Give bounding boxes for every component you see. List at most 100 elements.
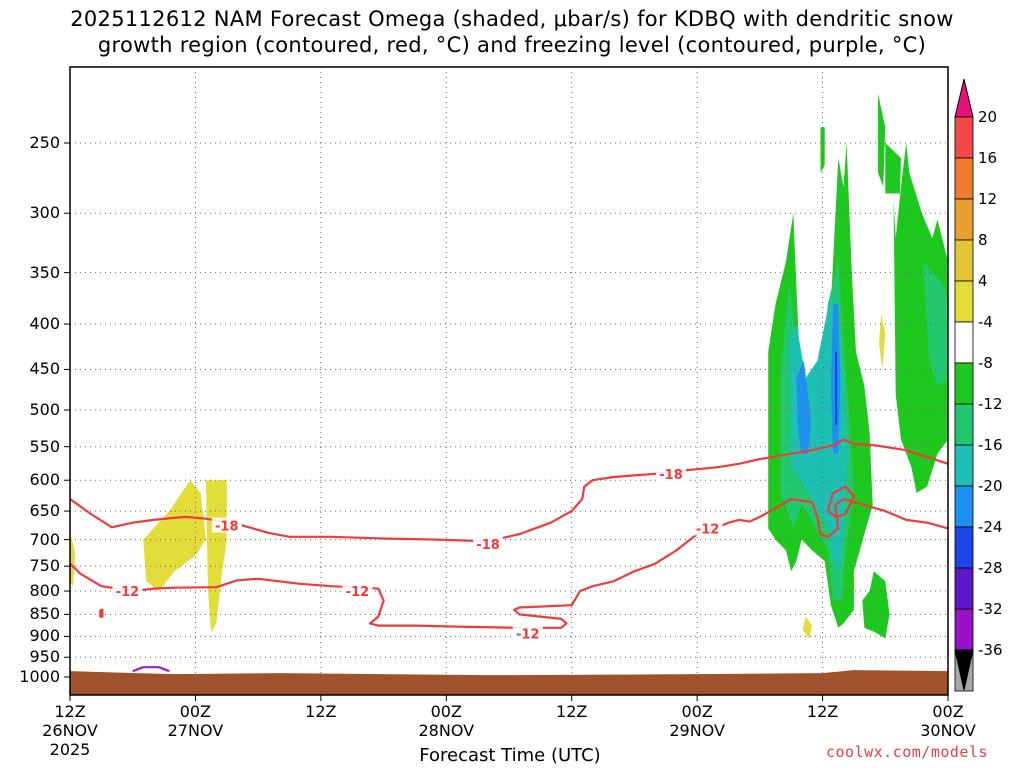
omega-region-yellow-blob-1 — [143, 480, 206, 591]
colorbar-top-arrow — [954, 78, 974, 118]
x-tick-label: 12Z 26NOV 2025 — [25, 702, 115, 759]
x-tick-text: 00Z — [932, 702, 964, 721]
y-tick-label: 1000 — [19, 667, 60, 686]
colorbar-tick-label: -32 — [978, 600, 1003, 618]
x-tick-text: 28NOV — [418, 721, 475, 740]
contour-label-bg — [112, 583, 143, 599]
dgz-contour — [99, 608, 104, 618]
x-tick-text: 12Z — [556, 702, 588, 721]
colorbar-swatch — [954, 403, 974, 446]
contour-label-bg — [512, 625, 543, 641]
colorbar-tick-label: -20 — [978, 477, 1003, 495]
colorbar-tick-label: -8 — [978, 354, 993, 372]
y-tick-label: 650 — [29, 501, 60, 521]
omega-shading-layer — [70, 93, 948, 639]
omega-region-yellow-blob-2 — [205, 480, 227, 633]
x-axis-label: Forecast Time (UTC) — [419, 745, 601, 766]
x-tick-text: 00Z — [430, 702, 462, 721]
colorbar-tick-label: -28 — [978, 559, 1003, 577]
terrain-fill — [70, 670, 948, 695]
credit-link[interactable]: coolwx.com/models — [826, 743, 989, 761]
grid-lines — [64, 67, 949, 701]
y-tick-label: 300 — [29, 203, 60, 223]
colorbar — [954, 78, 974, 692]
contour-label: -12 — [696, 522, 720, 537]
dgz-contour — [70, 438, 948, 543]
y-tick-label: 950 — [29, 647, 60, 667]
dgz-contour — [826, 485, 855, 518]
chart-title-line-2: growth region (contoured, red, °C) and f… — [97, 33, 927, 57]
colorbar-swatch — [954, 567, 974, 610]
colorbar-tick-label: 8 — [978, 231, 988, 249]
omega-region-green-top-1 — [820, 127, 825, 173]
y-tick-label: 700 — [29, 529, 60, 549]
contour-label: -18 — [659, 468, 683, 483]
y-tick-label: 850 — [29, 604, 60, 624]
y-tick-label: 550 — [29, 436, 60, 456]
omega-region-yellow-left-edge — [70, 531, 76, 587]
colorbar-tick-label: -24 — [978, 518, 1003, 536]
x-tick-text: 2025 — [49, 740, 91, 759]
omega-region-green-low — [862, 571, 890, 639]
chart-title-line-1: 2025112612 NAM Forecast Omega (shaded, μ… — [70, 7, 954, 31]
y-tick-label: 350 — [29, 262, 60, 282]
omega-region-green-right — [893, 143, 948, 493]
colorbar-swatch — [954, 444, 974, 487]
y-tick-label: 600 — [29, 470, 60, 490]
omega-region-green-top-3 — [885, 143, 901, 194]
y-tick-label: 800 — [29, 581, 60, 601]
x-tick-label: 00Z 28NOV — [401, 702, 491, 740]
x-tick-label: 00Z 29NOV — [652, 702, 742, 740]
terrain-layer — [70, 670, 948, 695]
x-tick-text: 29NOV — [669, 721, 725, 740]
contour-label: -18 — [215, 520, 239, 535]
contour-label-bg — [342, 583, 373, 599]
omega-region-yellow-small-1 — [802, 616, 813, 639]
y-tick-label: 400 — [29, 314, 60, 334]
omega-region-blue — [796, 360, 812, 454]
x-tick-label: 00Z 30NOV — [903, 702, 993, 740]
colorbar-tick-label: -16 — [978, 436, 1003, 454]
omega-region-dark-blue — [835, 351, 838, 426]
contour-label: -18 — [476, 538, 500, 553]
x-tick-text: 00Z — [179, 702, 212, 721]
contour-label-bg — [656, 465, 687, 481]
y-tick-label: 500 — [29, 400, 60, 419]
y-tick-label: 750 — [29, 556, 60, 576]
x-tick-text: 12Z — [806, 702, 839, 721]
colorbar-swatch — [954, 157, 974, 200]
freezing-level-contour — [132, 666, 170, 673]
contour-label: -12 — [116, 585, 140, 600]
x-tick-text: 00Z — [681, 702, 713, 721]
colorbar-swatch — [954, 116, 974, 159]
colorbar-swatch — [954, 280, 974, 323]
colorbar-tick-label: 20 — [978, 108, 998, 126]
colorbar-tick-label: -4 — [978, 313, 993, 331]
colorbar-tick-label: -12 — [978, 395, 1003, 413]
contour-label-bg — [692, 520, 723, 536]
x-tick-label: 12Z — [527, 702, 617, 721]
colorbar-tick-label: 12 — [978, 190, 998, 208]
plot-frame — [69, 66, 949, 696]
colorbar-swatch — [954, 485, 974, 528]
colorbar-swatch — [954, 608, 974, 651]
contour-layer: -18 -18 -18 -12 -12 -12 -12 — [70, 438, 948, 673]
colorbar-tick-label: 4 — [978, 272, 988, 290]
dgz-contour — [70, 497, 948, 629]
colorbar-tick-label: 16 — [978, 149, 998, 167]
contour-label-bg — [473, 535, 504, 551]
colorbar-swatch — [954, 239, 974, 282]
x-tick-label: 12Z — [276, 702, 366, 721]
contour-label: -12 — [516, 627, 540, 642]
y-tick-label: 450 — [29, 359, 60, 379]
x-tick-label: 00Z 27NOV — [150, 702, 240, 740]
colorbar-tick-label: -36 — [978, 641, 1003, 659]
omega-region-yellow-small-2 — [879, 314, 886, 370]
colorbar-swatch — [954, 362, 974, 405]
contour-label-bg — [211, 517, 242, 533]
x-tick-text: 27NOV — [167, 721, 224, 740]
colorbar-bottom-arrow — [954, 649, 974, 691]
y-tick-label: 900 — [29, 626, 60, 646]
